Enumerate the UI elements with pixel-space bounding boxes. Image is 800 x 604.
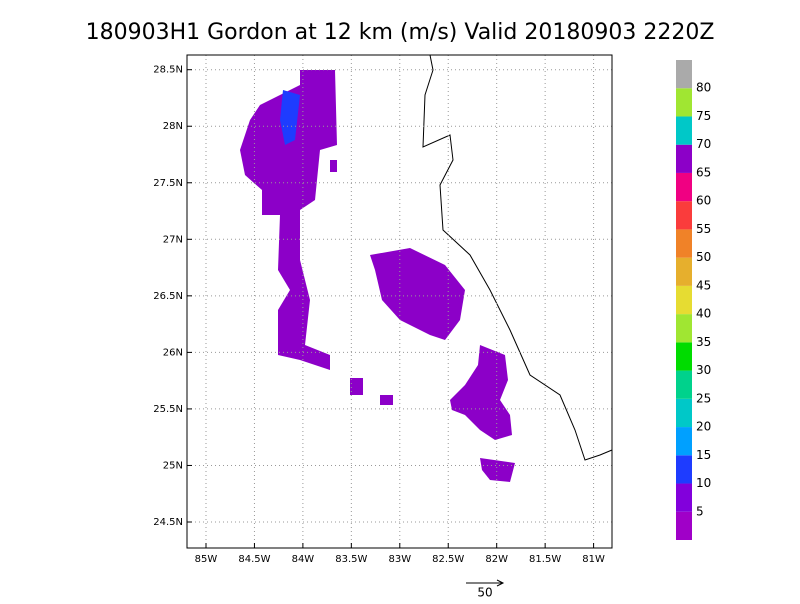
- y-tick-label: 28.5N: [153, 65, 183, 76]
- colorbar-segment: [676, 398, 692, 428]
- wind-region-blue: [280, 90, 300, 145]
- colorbar-label: 40: [696, 307, 711, 321]
- colorbar-segment: [676, 229, 692, 258]
- title: 180903H1 Gordon at 12 km (m/s) Valid 201…: [86, 20, 715, 45]
- wind-region: [240, 70, 337, 370]
- y-tick-label: 24.5N: [153, 517, 183, 528]
- x-tick-label: 82.5W: [432, 554, 464, 565]
- colorbar-segment: [676, 370, 692, 399]
- colorbar-segment: [676, 201, 692, 230]
- colorbar-segment: [676, 455, 692, 484]
- wind-region: [330, 160, 337, 172]
- wind-region: [480, 458, 515, 482]
- colorbar-segment: [676, 60, 692, 89]
- reference-arrow-head: [496, 579, 505, 587]
- wind-region: [380, 395, 393, 405]
- colorbar-label: 10: [696, 476, 711, 490]
- colorbar-segment: [676, 144, 692, 173]
- x-tick-label: 85W: [195, 554, 218, 565]
- x-tick-label: 81.5W: [529, 554, 561, 565]
- x-tick-label: 84W: [292, 554, 315, 565]
- colorbar-label: 35: [696, 335, 711, 349]
- colorbar-segment: [676, 285, 692, 315]
- y-tick-label: 27N: [163, 234, 183, 245]
- colorbar-label: 25: [696, 391, 711, 405]
- colorbar-label: 65: [696, 165, 711, 179]
- colorbar-segment: [676, 314, 692, 343]
- x-tick-label: 83.5W: [335, 554, 367, 565]
- x-tick-label: 81W: [582, 554, 605, 565]
- colorbar-segment: [676, 511, 692, 540]
- colorbar-segment: [676, 257, 692, 286]
- coastline: [422, 54, 613, 461]
- colorbar-segment: [676, 427, 692, 456]
- y-tick-label: 25N: [163, 460, 183, 471]
- wind-region: [370, 248, 465, 340]
- x-tick-label: 84.5W: [238, 554, 270, 565]
- x-tick-label: 83W: [388, 554, 411, 565]
- colorbar-segment: [676, 88, 692, 117]
- colorbar-label: 55: [696, 222, 711, 236]
- colorbar-segment: [676, 116, 692, 145]
- y-tick-label: 28N: [163, 121, 183, 132]
- colorbar-segment: [676, 172, 692, 202]
- colorbar-label: 70: [696, 137, 711, 151]
- colorbar-segment: [676, 342, 692, 371]
- wind-cells: [240, 70, 515, 482]
- colorbar-label: 20: [696, 420, 711, 434]
- colorbar-label: 60: [696, 194, 711, 208]
- colorbar-label: 15: [696, 448, 711, 462]
- colorbar-label: 50: [696, 250, 711, 264]
- y-tick-label: 27.5N: [153, 178, 183, 189]
- colorbar-segment: [676, 483, 692, 512]
- y-tick-label: 26.5N: [153, 291, 183, 302]
- x-tick-label: 82W: [485, 554, 508, 565]
- y-tick-label: 25.5N: [153, 404, 183, 415]
- colorbar-label: 5: [696, 504, 704, 518]
- colorbar-label: 75: [696, 109, 711, 123]
- colorbar-label: 45: [696, 278, 711, 292]
- wind-region: [450, 345, 512, 440]
- wind-region: [350, 378, 363, 395]
- reference-label: 50: [477, 586, 492, 600]
- colorbar-label: 30: [696, 363, 711, 377]
- colorbar-label: 80: [696, 81, 711, 95]
- y-tick-label: 26N: [163, 347, 183, 358]
